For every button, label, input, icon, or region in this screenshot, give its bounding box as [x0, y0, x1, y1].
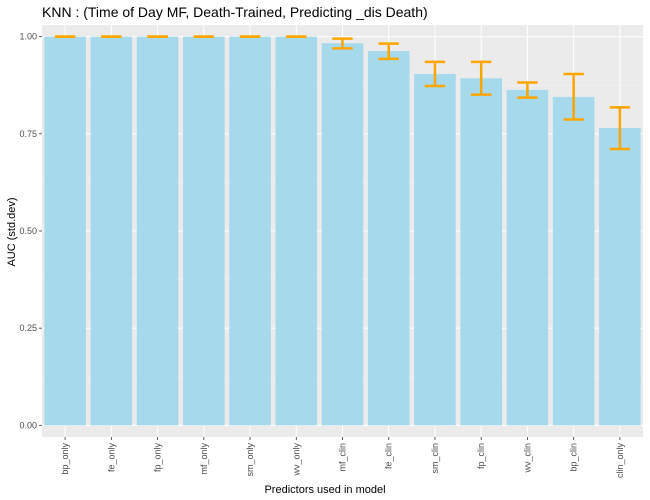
x-tick-label: sm_only: [245, 443, 255, 477]
x-tick-label: bp_clin: [569, 443, 579, 472]
x-tick-label: wv_only: [291, 443, 301, 477]
x-tick-label: clin_only: [615, 443, 625, 479]
y-tick-label: 0.50: [19, 226, 37, 236]
bar-fe_only: [90, 36, 133, 426]
bar-wv_only: [275, 36, 318, 426]
x-tick-label: mf_clin: [338, 443, 348, 472]
x-tick-label: wv_clin: [522, 443, 532, 474]
x-tick-label: fp_clin: [476, 443, 486, 469]
x-tick-label: fp_only: [153, 443, 163, 473]
bar-sm_only: [229, 36, 271, 426]
bar-wv_clin: [506, 89, 549, 426]
bar-bp_clin: [552, 96, 595, 426]
x-tick-label: bp_only: [60, 443, 70, 475]
x-tick-label: fe_clin: [384, 443, 394, 469]
bar-clin_only: [599, 128, 641, 426]
y-tick-label: 0.00: [19, 420, 37, 430]
bar-mf_clin: [321, 43, 364, 426]
bar-fp_clin: [460, 78, 502, 426]
x-tick-label: mf_only: [199, 443, 209, 475]
bar-fp_only: [136, 36, 179, 426]
chart-title: KNN : (Time of Day MF, Death-Trained, Pr…: [42, 4, 428, 20]
x-tick-label: fe_only: [106, 443, 116, 473]
bar-sm_clin: [414, 73, 456, 426]
x-axis-label: Predictors used in model: [264, 484, 386, 496]
y-axis-label: AUC (std.dev): [6, 197, 18, 267]
y-tick-label: 1.00: [19, 32, 37, 42]
bar-fe_clin: [367, 51, 410, 426]
x-tick-label: sm_clin: [430, 443, 440, 474]
bar-bp_only: [44, 36, 86, 426]
y-tick-label: 0.75: [19, 129, 37, 139]
y-tick-label: 0.25: [19, 323, 37, 333]
bar-mf_only: [183, 36, 225, 426]
